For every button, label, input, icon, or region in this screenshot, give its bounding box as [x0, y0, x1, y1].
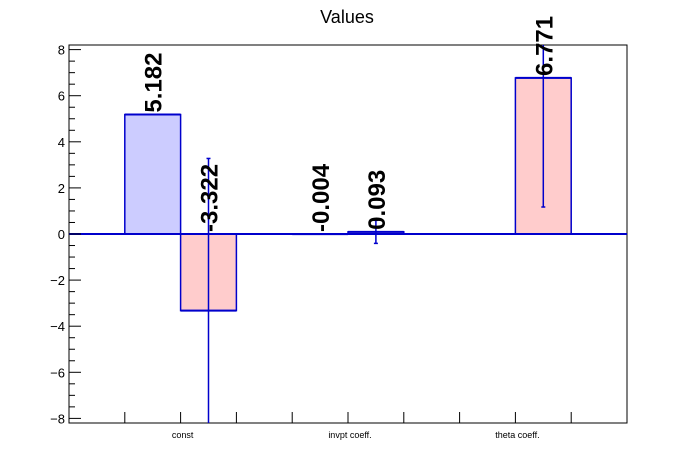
y-tick-label: 6 [58, 89, 65, 104]
bars [69, 45, 627, 423]
bar-const-s0 [124, 113, 182, 235]
axes: −8 −6 −4 −2 0 2 4 6 8 const invpt coeff. theta coef… [50, 43, 572, 440]
x-category-label: invpt coeff. [328, 430, 371, 440]
value-labels: 5.182 -0.004 -3.322 0.093 6.771 [141, 16, 559, 232]
y-tick-label: −6 [50, 365, 65, 380]
y-tick-label: 2 [58, 181, 65, 196]
value-label: -0.004 [308, 163, 335, 232]
y-tick-label: −2 [50, 273, 65, 288]
y-tick-label: 8 [58, 43, 65, 58]
value-label: 0.093 [364, 170, 391, 230]
y-tick-label: 4 [58, 135, 65, 150]
value-label: -3.322 [197, 164, 224, 232]
chart-title: Values [320, 7, 374, 27]
value-label: 6.771 [531, 16, 558, 76]
x-category-label: const [172, 430, 194, 440]
value-label: 5.182 [141, 52, 168, 112]
y-tick-label: −4 [50, 319, 65, 334]
y-tick-label: −8 [50, 411, 65, 426]
y-tick-label: 0 [58, 227, 65, 242]
x-category-label: theta coeff. [495, 430, 539, 440]
